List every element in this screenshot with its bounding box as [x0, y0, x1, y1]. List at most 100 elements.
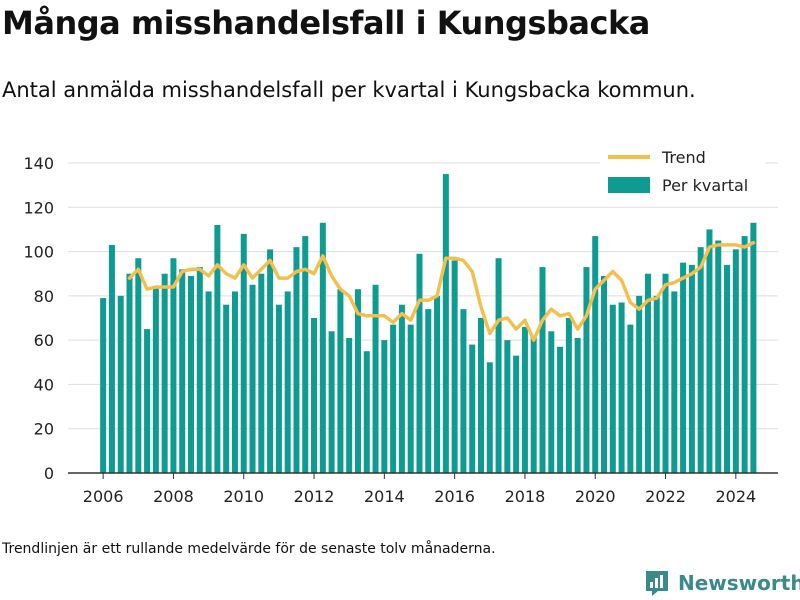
bar	[108, 244, 115, 473]
bar	[460, 309, 467, 473]
bar	[530, 335, 537, 473]
bar	[363, 351, 370, 473]
y-tick-label: 40	[34, 375, 54, 394]
trend-line	[127, 240, 756, 342]
bar	[715, 240, 722, 473]
bar	[188, 275, 195, 473]
bar	[302, 236, 309, 473]
legend-trend-label: Trend	[661, 148, 706, 167]
bar	[319, 222, 326, 473]
bar	[337, 289, 344, 473]
bar	[451, 260, 458, 473]
x-tick-label: 2008	[153, 487, 194, 506]
bar	[688, 264, 695, 473]
y-tick-labels: 0 20 40 60 80 100 120 140	[23, 154, 54, 483]
y-tick-label: 100	[23, 243, 54, 262]
brand-logo: Newsworthy	[644, 566, 800, 600]
bar	[223, 304, 230, 473]
bar	[662, 273, 669, 473]
x-tick-label: 2014	[364, 487, 405, 506]
bar	[311, 318, 318, 473]
bar	[697, 247, 704, 473]
bar	[258, 273, 265, 473]
y-tick-label: 0	[44, 464, 54, 483]
x-tick-label: 2018	[505, 487, 546, 506]
x-tick-label: 2012	[294, 487, 335, 506]
bar	[354, 289, 361, 473]
bar	[416, 253, 423, 473]
bar	[293, 247, 300, 473]
trend-line-group	[127, 240, 756, 342]
bar	[618, 302, 625, 473]
bar	[601, 275, 608, 473]
bar	[214, 225, 221, 473]
bar	[407, 324, 414, 473]
bar	[636, 295, 643, 473]
bar	[196, 267, 203, 473]
bar	[398, 304, 405, 473]
x-tick-label: 2016	[434, 487, 475, 506]
bar	[161, 273, 168, 473]
bar	[513, 355, 520, 473]
bar	[381, 340, 388, 473]
x-tick-label: 2024	[715, 487, 756, 506]
bar	[609, 304, 616, 473]
bar	[504, 340, 511, 473]
bar	[548, 331, 555, 473]
bar	[706, 229, 713, 473]
bar	[653, 295, 660, 473]
bar	[434, 295, 441, 473]
x-tick-label: 2010	[223, 487, 264, 506]
bar	[231, 291, 238, 473]
legend: Trend Per kvartal	[600, 146, 765, 202]
bar	[267, 249, 274, 473]
bar	[495, 258, 502, 473]
x-tick-labels: 2006 2008 2010 2012 2014 2016 2018 2020 2022 2024	[83, 473, 756, 506]
bar	[126, 273, 133, 473]
bar	[179, 269, 186, 473]
y-tick-label: 120	[23, 198, 54, 217]
bar	[521, 326, 528, 473]
bar	[644, 273, 651, 473]
y-tick-label: 60	[34, 331, 54, 350]
bar	[442, 174, 449, 474]
bar	[741, 236, 748, 473]
bar	[240, 233, 247, 473]
bar	[346, 337, 353, 473]
x-tick-label: 2006	[83, 487, 124, 506]
bar	[732, 249, 739, 473]
bar	[284, 291, 291, 473]
x-tick-label: 2022	[645, 487, 686, 506]
x-tick-label: 2020	[575, 487, 616, 506]
bar	[205, 291, 212, 473]
brand-name: Newsworthy	[678, 571, 800, 595]
legend-bar-swatch	[608, 177, 650, 193]
bar	[592, 236, 599, 473]
bar	[539, 267, 546, 473]
bar	[671, 291, 678, 473]
bar	[100, 298, 107, 473]
bar	[117, 295, 124, 473]
bar	[750, 222, 757, 473]
bar	[574, 337, 581, 473]
bar	[328, 331, 335, 473]
legend-bar-label: Per kvartal	[662, 176, 748, 195]
bar	[627, 324, 634, 473]
bar	[275, 304, 282, 473]
bar	[557, 346, 564, 473]
bar	[135, 258, 142, 473]
chart-title: Många misshandelsfall i Kungsbacka	[2, 4, 650, 42]
bars	[100, 174, 757, 474]
bar	[724, 264, 731, 473]
bar	[477, 318, 484, 473]
bar	[583, 267, 590, 473]
bar	[565, 318, 572, 473]
y-tick-label: 20	[34, 420, 54, 439]
bar	[486, 362, 493, 473]
y-tick-label: 80	[34, 287, 54, 306]
bar	[680, 262, 687, 473]
newsworthy-logo-icon	[646, 571, 668, 596]
bar	[390, 324, 397, 473]
chart-subtitle: Antal anmälda misshandelsfall per kvarta…	[2, 78, 696, 102]
